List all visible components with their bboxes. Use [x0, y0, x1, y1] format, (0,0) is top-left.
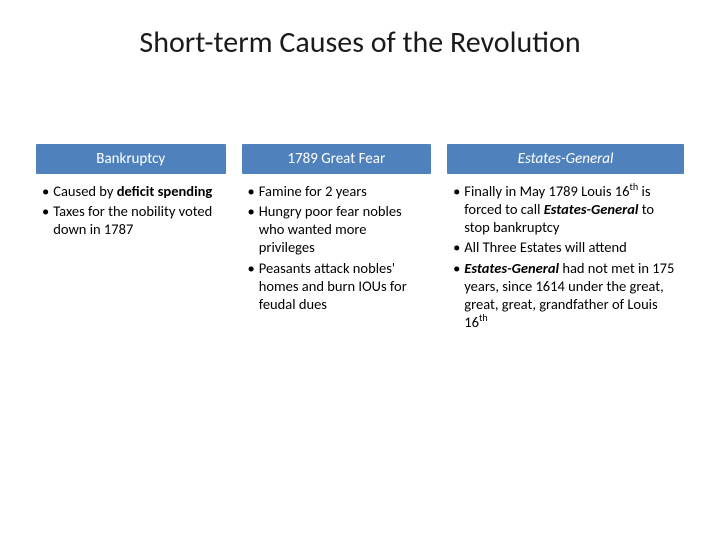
column-body-estates-general: • Finally in May 1789 Louis 16th is forc…: [447, 174, 684, 343]
bullet-dot: •: [453, 182, 464, 236]
bullet-text: Caused by deficit spending: [53, 182, 219, 200]
bullet-text: All Three Estates will attend: [464, 238, 678, 256]
bullet: • Taxes for the nobility voted down in 1…: [42, 202, 220, 238]
bullet: • Estates-General had not met in 175 yea…: [453, 259, 678, 332]
bullet-text: Famine for 2 years: [259, 182, 425, 200]
bullet-dot: •: [42, 202, 53, 238]
bullet: • Finally in May 1789 Louis 16th is forc…: [453, 182, 678, 236]
slide-title: Short-term Causes of the Revolution: [0, 24, 720, 61]
bullet-text: Finally in May 1789 Louis 16th is forced…: [464, 182, 678, 236]
column-header-great-fear: 1789 Great Fear: [242, 144, 432, 174]
bullet: • Caused by deficit spending: [42, 182, 220, 200]
column-header-bankruptcy: Bankruptcy: [36, 144, 226, 174]
column-great-fear: 1789 Great Fear • Famine for 2 years • H…: [242, 144, 432, 343]
bullet-text: Taxes for the nobility voted down in 178…: [53, 202, 219, 238]
columns-container: Bankruptcy • Caused by deficit spending …: [36, 144, 684, 343]
bullet-dot: •: [42, 182, 53, 200]
column-bankruptcy: Bankruptcy • Caused by deficit spending …: [36, 144, 226, 343]
bullet: • Hungry poor fear nobles who wanted mor…: [248, 202, 426, 256]
bullet-dot: •: [248, 259, 259, 313]
bullet-text: Peasants attack nobles' homes and burn I…: [259, 259, 425, 313]
column-header-estates-general: Estates-General: [447, 144, 684, 174]
bullet-dot: •: [248, 202, 259, 256]
column-body-great-fear: • Famine for 2 years • Hungry poor fear …: [242, 174, 432, 325]
bullet-dot: •: [453, 238, 464, 256]
column-body-bankruptcy: • Caused by deficit spending • Taxes for…: [36, 174, 226, 250]
column-estates-general: Estates-General • Finally in May 1789 Lo…: [447, 144, 684, 343]
bullet-dot: •: [248, 182, 259, 200]
bullet-dot: •: [453, 259, 464, 332]
bullet: • Peasants attack nobles' homes and burn…: [248, 259, 426, 313]
bullet-text: Estates-General had not met in 175 years…: [464, 259, 678, 332]
bullet: • All Three Estates will attend: [453, 238, 678, 256]
bullet: • Famine for 2 years: [248, 182, 426, 200]
bullet-text: Hungry poor fear nobles who wanted more …: [259, 202, 425, 256]
